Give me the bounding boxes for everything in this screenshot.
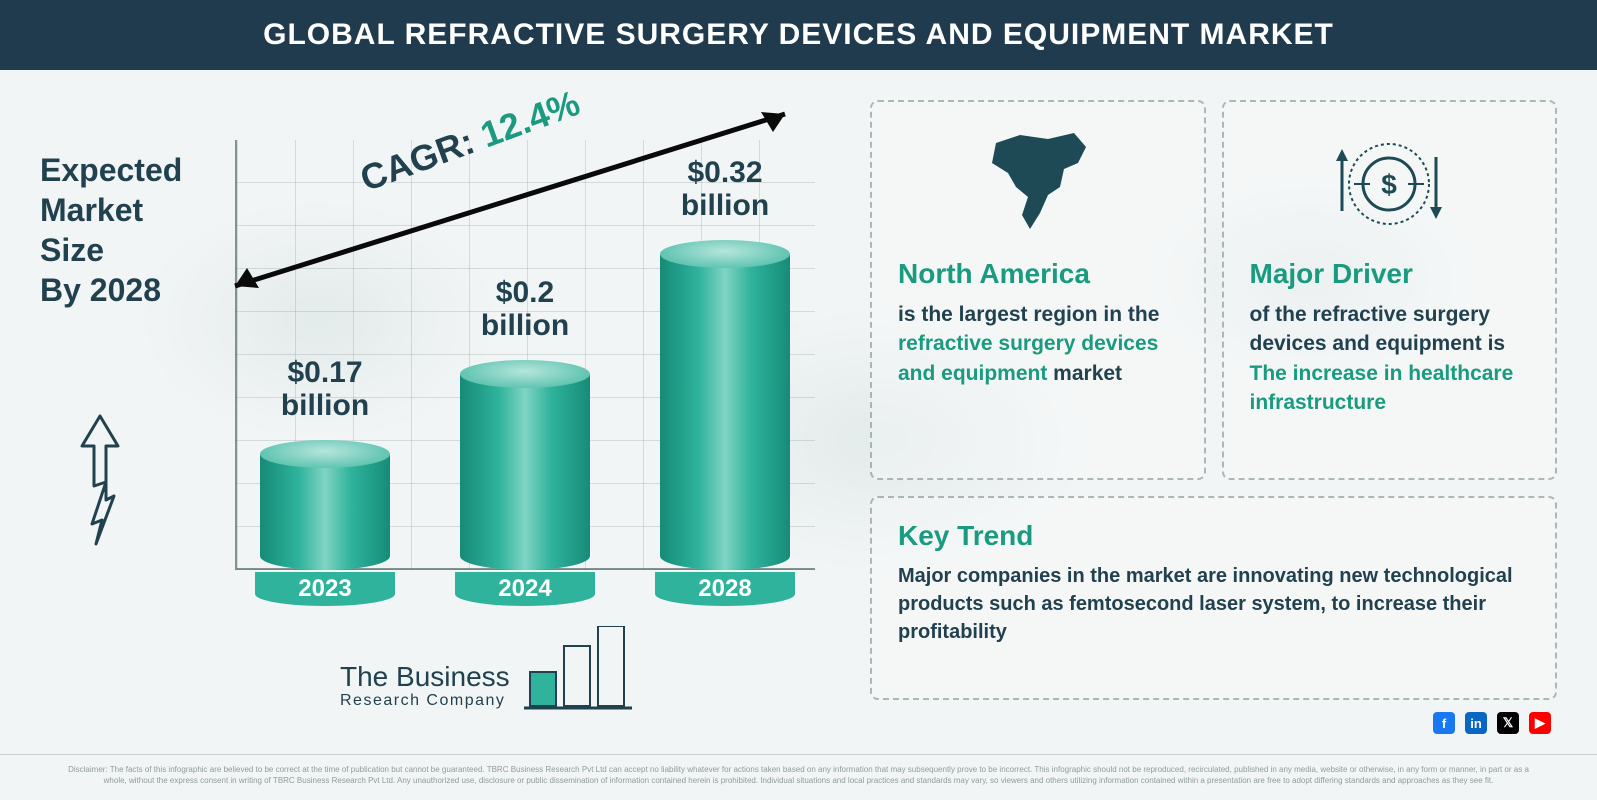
driver-body-pre: of the refractive surgery devices and eq… [1250,303,1506,355]
logo-line1: The Business [340,662,510,693]
bar-2024: $0.2billion2024 [460,360,590,570]
x-icon[interactable]: 𝕏 [1497,712,1519,734]
trend-title: Key Trend [898,520,1529,552]
money-flow-icon: $ [1250,124,1530,244]
bar-year-2024: 2024 [455,572,595,606]
region-title: North America [898,258,1178,290]
content-area: Expected Market Size By 2028 CAGR: 12.4%… [0,70,1597,700]
lightning-arrow-icon [70,410,130,600]
right-column: North America is the largest region in t… [870,90,1557,700]
company-logo: The Business Research Company [340,626,634,710]
driver-panel: $ Major Driver of the refractive surgery… [1222,100,1558,480]
driver-body-hl: The increase in healthcare infrastructur… [1250,362,1514,414]
region-body: is the largest region in the refractive … [898,300,1178,388]
logo-bars-icon [524,626,634,710]
top-panels-row: North America is the largest region in t… [870,100,1557,480]
region-body-post: market [1047,362,1122,385]
linkedin-icon[interactable]: in [1465,712,1487,734]
market-size-l4: By 2028 [40,270,182,310]
cagr-arrow-icon [225,100,825,300]
svg-text:$: $ [1381,169,1397,200]
bar-year-2023: 2023 [255,572,395,606]
trend-body: Major companies in the market are innova… [898,562,1529,646]
region-panel: North America is the largest region in t… [870,100,1206,480]
disclaimer-text: Disclaimer: The facts of this infographi… [0,754,1597,800]
page-title: GLOBAL REFRACTIVE SURGERY DEVICES AND EQ… [263,18,1334,52]
header-bar: GLOBAL REFRACTIVE SURGERY DEVICES AND EQ… [0,0,1597,70]
driver-body: of the refractive surgery devices and eq… [1250,300,1530,418]
logo-text: The Business Research Company [340,662,510,710]
bar-chart: CAGR: 12.4% $0.17billion2023$0.2billion2… [235,100,815,610]
market-size-l2: Market [40,190,182,230]
region-body-pre: is the largest region in the [898,303,1159,326]
bar-2023: $0.17billion2023 [260,440,390,570]
north-america-icon [898,124,1178,244]
left-column: Expected Market Size By 2028 CAGR: 12.4%… [40,90,840,700]
driver-title: Major Driver [1250,258,1530,290]
market-size-l1: Expected [40,150,182,190]
bar-value-2023: $0.17billion [235,356,415,422]
market-size-l3: Size [40,230,182,270]
youtube-icon[interactable]: ▶ [1529,712,1551,734]
market-size-label: Expected Market Size By 2028 [40,150,182,310]
trend-panel: Key Trend Major companies in the market … [870,496,1557,700]
facebook-icon[interactable]: f [1433,712,1455,734]
logo-line2: Research Company [340,692,510,710]
social-icons: fin 𝕏 ▶ [1433,712,1551,734]
bar-year-2028: 2028 [655,572,795,606]
